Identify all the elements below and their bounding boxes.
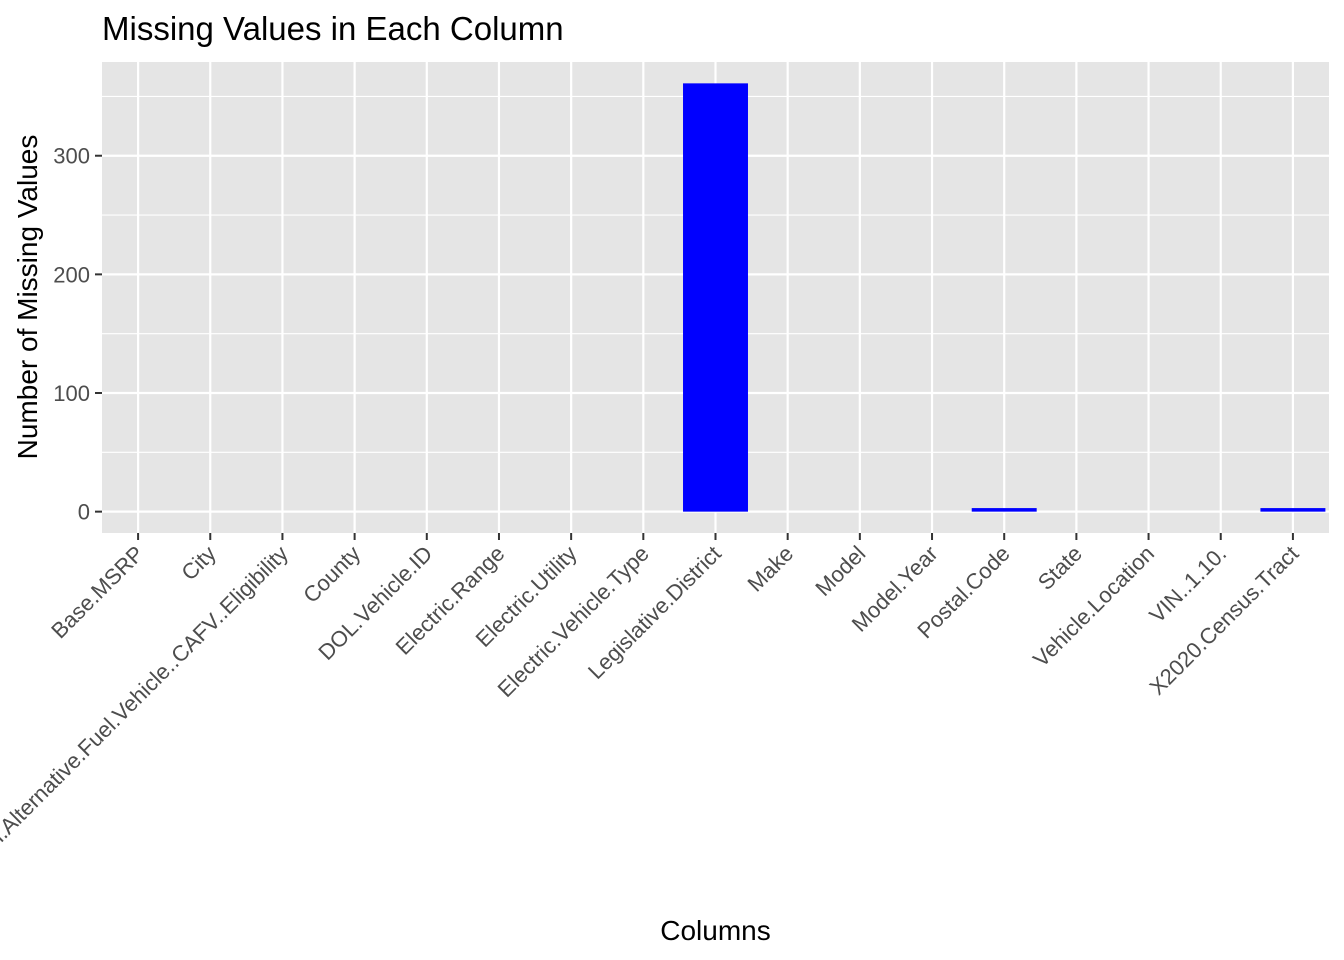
bars bbox=[683, 83, 1326, 512]
x-axis-title: Columns bbox=[660, 915, 770, 946]
y-tick-label: 0 bbox=[78, 500, 90, 525]
y-tick-label: 200 bbox=[53, 262, 90, 287]
x-tick-label: State bbox=[1033, 541, 1087, 595]
x-tick-label: Make bbox=[742, 541, 798, 597]
y-tick-label: 100 bbox=[53, 381, 90, 406]
x-axis: Base.MSRP CityClean.Alternative.Fuel.Vehi… bbox=[0, 533, 1303, 884]
x-tick-label: Clean.Alternative.Fuel.Vehicle..CAFV..El… bbox=[0, 541, 293, 884]
x-tick-label: County bbox=[298, 541, 365, 608]
y-axis: 0 100 200 300 bbox=[53, 144, 102, 525]
x-tick-label: Base.MSRP bbox=[46, 541, 148, 643]
x-tick-label: City bbox=[176, 541, 220, 585]
bar bbox=[683, 83, 748, 512]
x-tick-label: Model bbox=[810, 541, 870, 601]
y-tick-label: 300 bbox=[53, 144, 90, 169]
major-gridlines bbox=[102, 62, 1329, 533]
bar bbox=[971, 508, 1037, 512]
y-axis-title: Number of Missing Values bbox=[12, 135, 43, 460]
bar bbox=[1260, 508, 1326, 512]
chart-title: Missing Values in Each Column bbox=[102, 10, 564, 47]
x-tick-label: Vehicle.Location bbox=[1028, 541, 1159, 672]
x-tick-label: Legislative.District bbox=[583, 541, 726, 684]
